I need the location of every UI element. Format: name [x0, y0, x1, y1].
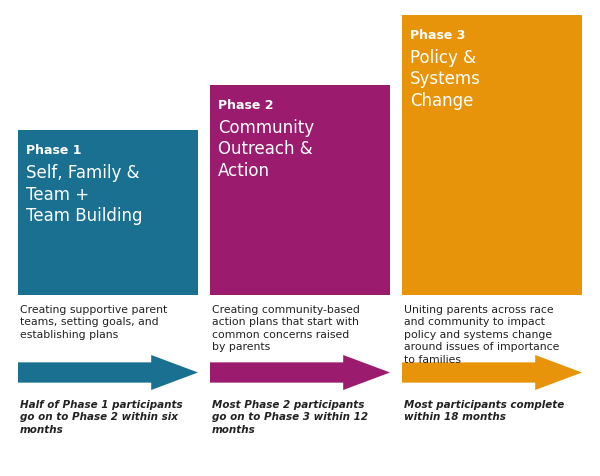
- Text: Most Phase 2 participants
go on to Phase 3 within 12
months: Most Phase 2 participants go on to Phase…: [212, 400, 368, 435]
- Bar: [18, 130, 198, 295]
- Text: Uniting parents across race
and community to impact
policy and systems change
ar: Uniting parents across race and communit…: [404, 305, 559, 365]
- Text: Creating community-based
action plans that start with
common concerns raised
by : Creating community-based action plans th…: [212, 305, 360, 352]
- Polygon shape: [18, 355, 198, 390]
- Text: Phase 2: Phase 2: [218, 99, 274, 112]
- Text: Self, Family &
Team +
Team Building: Self, Family & Team + Team Building: [26, 164, 143, 225]
- Text: Phase 3: Phase 3: [410, 29, 466, 42]
- Text: Half of Phase 1 participants
go on to Phase 2 within six
months: Half of Phase 1 participants go on to Ph…: [20, 400, 182, 435]
- Text: Phase 1: Phase 1: [26, 144, 82, 157]
- Text: Policy &
Systems
Change: Policy & Systems Change: [410, 49, 481, 110]
- Bar: [402, 15, 582, 295]
- Text: Creating supportive parent
teams, setting goals, and
establishing plans: Creating supportive parent teams, settin…: [20, 305, 167, 340]
- Text: Most participants complete
within 18 months: Most participants complete within 18 mon…: [404, 400, 564, 422]
- Polygon shape: [210, 355, 390, 390]
- Bar: [210, 85, 390, 295]
- Text: Community
Outreach &
Action: Community Outreach & Action: [218, 119, 314, 180]
- Polygon shape: [402, 355, 582, 390]
